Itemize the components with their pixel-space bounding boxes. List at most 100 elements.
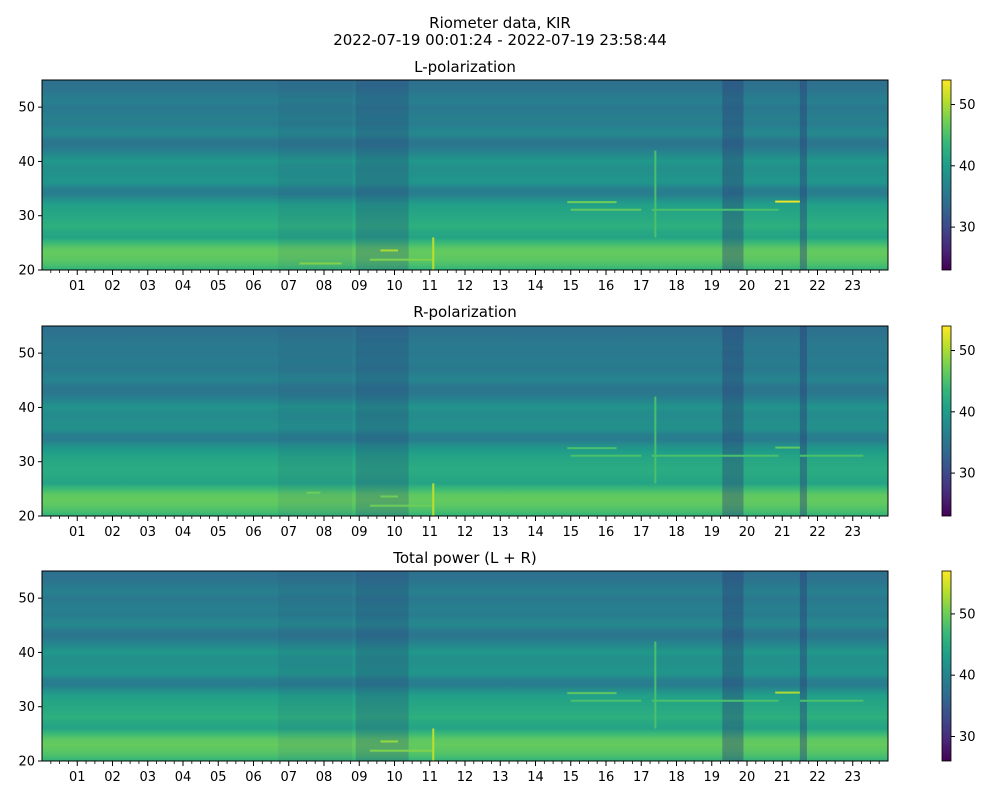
broadband-spike [432,483,435,516]
x-tick-label: 03 [139,770,156,785]
absorption-stripe [722,80,744,270]
x-tick-label: 07 [280,279,297,294]
x-tick-label: 08 [316,279,333,294]
suptitle-line-1: Riometer data, KIR [429,14,571,32]
subplot-l-polarization: L-polarization [414,58,516,76]
y-tick-label: 40 [18,646,35,661]
interference-line [299,262,342,265]
colorbar-tick-label: 40 [959,669,976,684]
x-tick-label: 01 [69,279,86,294]
interference-line [306,491,321,494]
absorption-stripe [355,326,409,516]
y-tick-label: 40 [18,401,35,416]
subplot-total-power: Total power (L + R) [392,549,537,567]
interference-line [380,740,399,743]
subplot-title: Total power (L + R) [392,549,537,567]
colorbar-tick-label: 30 [959,467,976,482]
x-tick-label: 11 [421,279,438,294]
x-tick-label: 23 [844,279,861,294]
subplot-title: R-polarization [413,303,516,321]
y-tick-label: 30 [18,700,35,715]
x-tick-label: 02 [104,525,121,540]
x-tick-label: 07 [280,770,297,785]
interference-line [567,447,617,450]
interference-line [570,454,642,457]
x-tick-label: 12 [457,279,474,294]
x-tick-label: 19 [703,525,720,540]
absorption-stripe [278,571,353,761]
interference-line [775,200,800,203]
x-tick-label: 04 [175,279,192,294]
x-tick-label: 10 [386,770,403,785]
x-tick-label: 17 [633,525,650,540]
x-tick-label: 10 [386,525,403,540]
colorbar [941,325,952,517]
subplot-title: L-polarization [414,58,516,76]
heatmap-panel-2: 20 30 40 50 01 02 03 04 05 06 07 08 09 10 11 12 13 14 15 16… [18,325,976,540]
broadband-spike [432,237,435,270]
interference-line [651,454,779,457]
x-tick-label: 13 [492,279,509,294]
x-tick-label: 21 [774,770,791,785]
absorption-stripe [355,571,409,761]
x-tick-label: 23 [844,525,861,540]
x-tick-label: 17 [633,770,650,785]
interference-line [651,699,779,702]
x-tick-label: 13 [492,770,509,785]
heatmap-bands [42,326,888,516]
x-tick-label: 02 [104,279,121,294]
x-tick-label: 05 [210,770,227,785]
x-tick-label: 20 [739,279,756,294]
x-tick-label: 05 [210,525,227,540]
x-tick-label: 02 [104,770,121,785]
broadband-spike [654,150,657,238]
x-tick-label: 03 [139,279,156,294]
x-tick-label: 10 [386,279,403,294]
colorbar-tick-label: 40 [959,405,976,420]
heatmap-bands [42,571,888,761]
x-tick-label: 18 [668,770,685,785]
interference-line [651,208,779,211]
interference-line [369,504,434,507]
colorbar-tick-label: 30 [959,221,976,236]
suptitle-line-2: 2022-07-19 00:01:24 - 2022-07-19 23:58:4… [333,31,667,49]
y-tick-label: 20 [18,264,35,279]
heatmap-body [42,80,888,270]
interference-line [567,201,617,204]
x-tick-label: 20 [739,770,756,785]
heatmap-body [42,326,888,516]
x-tick-label: 16 [598,279,615,294]
x-tick-label: 15 [562,279,579,294]
subplot-r-polarization: R-polarization [413,303,516,321]
colorbar [941,570,952,762]
x-tick-label: 13 [492,525,509,540]
y-tick-label: 50 [18,347,35,362]
y-tick-label: 30 [18,209,35,224]
x-tick-label: 01 [69,525,86,540]
broadband-spike [654,641,657,729]
x-tick-label: 06 [245,279,262,294]
x-tick-label: 18 [668,525,685,540]
absorption-stripe [278,80,353,270]
x-tick-label: 05 [210,279,227,294]
colorbar-tick-label: 50 [959,344,976,359]
colorbar [941,79,952,271]
y-tick-label: 50 [18,592,35,607]
x-tick-label: 15 [562,525,579,540]
broadband-spike [654,396,657,484]
absorption-stripe [722,571,744,761]
x-tick-label: 22 [809,770,826,785]
x-tick-label: 21 [774,279,791,294]
interference-line [369,749,434,752]
x-tick-label: 12 [457,770,474,785]
x-tick-label: 11 [421,525,438,540]
absorption-stripe [278,326,353,516]
x-tick-label: 08 [316,770,333,785]
x-tick-label: 11 [421,770,438,785]
x-tick-label: 07 [280,525,297,540]
x-tick-label: 06 [245,525,262,540]
absorption-stripe [799,326,807,516]
colorbar-tick-label: 40 [959,159,976,174]
heatmap-panel-3: 20 30 40 50 01 02 03 04 05 06 07 08 09 10 11 12 13 14 15 16… [18,570,976,785]
